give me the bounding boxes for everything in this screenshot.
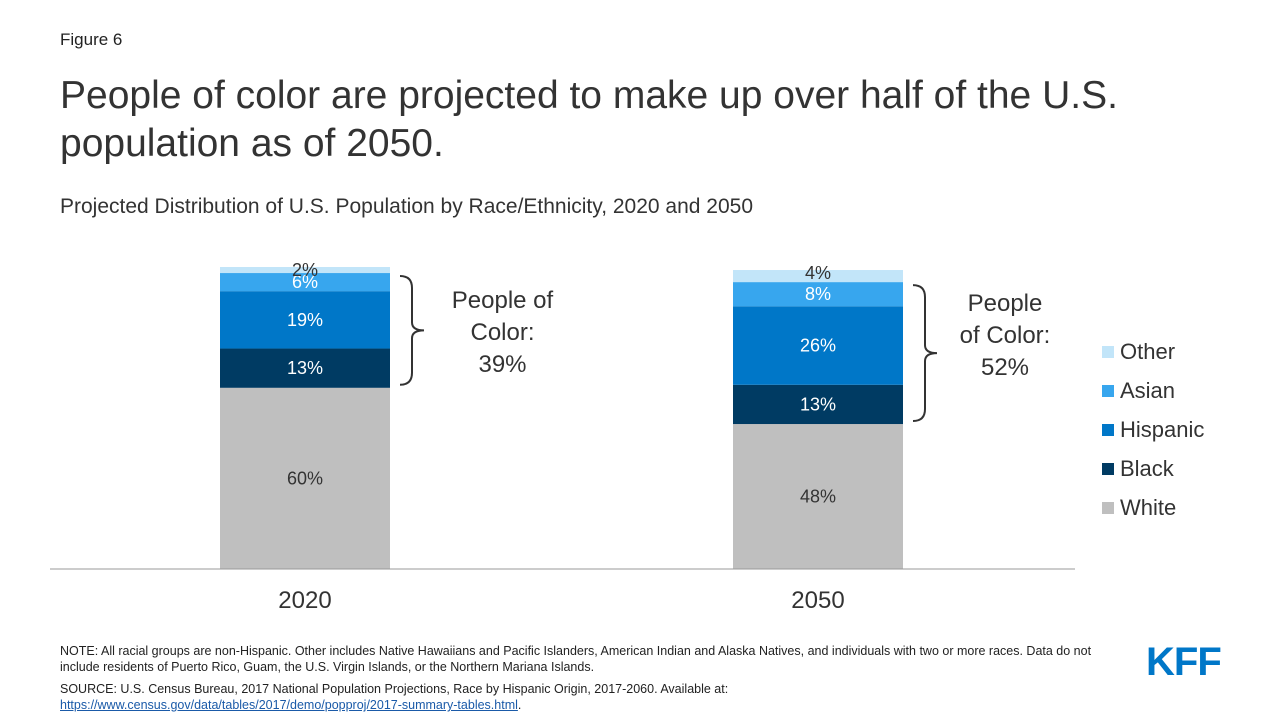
annotation-line: People	[967, 290, 1043, 317]
annotation-line: People of	[451, 287, 554, 314]
legend-swatch-black	[1102, 463, 1114, 475]
legend-label-asian: Asian	[1120, 378, 1176, 403]
annotation-line: of Color:	[959, 322, 1051, 349]
legend-swatch-hispanic	[1102, 424, 1114, 436]
x-tick-label-2020: 2020	[278, 587, 331, 614]
bar-asian-2020	[220, 273, 390, 292]
source-note: SOURCE: U.S. Census Bureau, 2017 Nationa…	[60, 681, 1110, 713]
bar-black-2020	[220, 348, 390, 388]
bar-black-2050	[733, 384, 903, 425]
data-label-asian-2020: 6%	[292, 272, 318, 292]
annotation-2050: People of Color: 52%	[940, 288, 1070, 384]
annotation-2020: People of Color: 39%	[430, 285, 575, 381]
source-text: SOURCE: U.S. Census Bureau, 2017 Nationa…	[60, 682, 729, 696]
data-label-other-2050: 4%	[805, 263, 831, 283]
bar-other-2050	[733, 270, 903, 283]
chart-subtitle: Projected Distribution of U.S. Populatio…	[60, 195, 754, 218]
footnote: NOTE: All racial groups are non-Hispanic…	[60, 644, 1092, 674]
legend-swatch-asian	[1102, 385, 1114, 397]
brace-2050	[912, 284, 938, 423]
title-line-2: population as of 2050.	[60, 122, 444, 165]
legend-swatch-white	[1102, 502, 1114, 514]
brace-2020	[399, 275, 425, 386]
legend-label-white: White	[1120, 495, 1177, 520]
data-label-hispanic-2020: 19%	[287, 310, 323, 330]
annotation-line: Color:	[470, 319, 535, 346]
bar-other-2020	[220, 267, 390, 274]
data-label-black-2050: 13%	[800, 394, 836, 414]
bar-asian-2050	[733, 282, 903, 307]
title-line-1: People of color are projected to make up…	[60, 74, 1118, 117]
kff-logo: KFF	[1146, 640, 1222, 684]
data-label-other-2020: 2%	[292, 260, 318, 280]
legend-label-hispanic: Hispanic	[1120, 417, 1205, 442]
source-suffix: .	[517, 698, 522, 712]
data-label-asian-2050: 8%	[805, 284, 831, 304]
legend-label-black: Black	[1120, 456, 1174, 481]
bar-white-2020	[220, 387, 390, 569]
data-label-white-2020: 60%	[287, 468, 323, 488]
legend-swatch-other	[1102, 346, 1114, 358]
bar-hispanic-2020	[220, 291, 390, 349]
legend-label-other: Other	[1120, 339, 1176, 364]
data-label-hispanic-2050: 26%	[800, 336, 836, 356]
annotation-line: 39%	[478, 351, 527, 378]
bars-layer: 60% 13% 19% 6%2% 48% 13% 26% 8%4%	[220, 260, 903, 569]
braces-layer	[399, 275, 938, 423]
source-link[interactable]: https://www.census.gov/data/tables/2017/…	[60, 698, 518, 712]
data-label-white-2050: 48%	[800, 487, 836, 507]
data-label-black-2020: 13%	[287, 358, 323, 378]
chart-title: People of color are projected to make up…	[60, 72, 1240, 168]
figure-label: Figure 6	[60, 30, 123, 49]
annotation-line: 52%	[980, 354, 1030, 381]
x-tick-label-2050: 2050	[791, 587, 844, 614]
x-tick-labels: 2020 2050	[278, 587, 844, 614]
bar-hispanic-2050	[733, 306, 903, 385]
bar-white-2050	[733, 424, 903, 569]
